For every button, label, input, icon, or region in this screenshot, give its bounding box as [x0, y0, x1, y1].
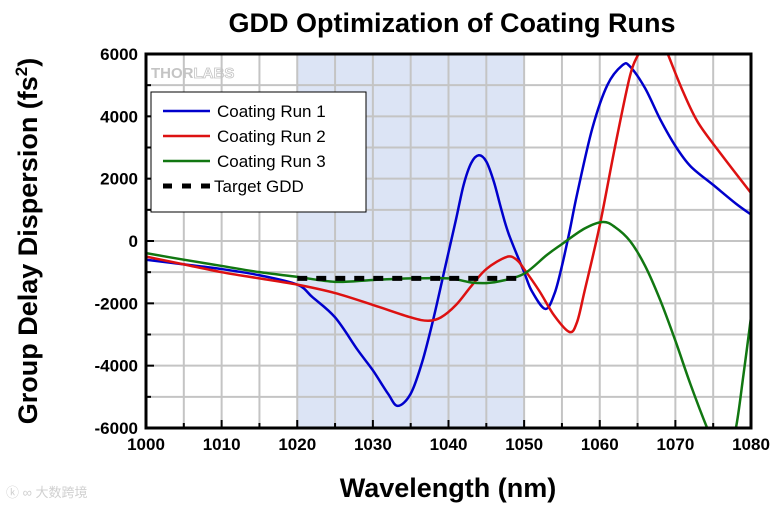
x-tick-label: 1050	[505, 435, 543, 454]
legend: Coating Run 1 Coating Run 2 Coating Run 3 T…	[150, 91, 367, 213]
y-axis-label-sup: 2	[12, 67, 31, 76]
legend-label-coating-run-2: Coating Run 2	[217, 127, 326, 146]
y-tick-label: 4000	[100, 107, 138, 126]
watermark: ⓚ ∞ 大数跨境	[6, 485, 88, 500]
tick-labels: 1000 1010 1020 1030 1040 1050 1060 1070 1080 -600…	[95, 45, 770, 454]
legend-label-coating-run-3: Coating Run 3	[217, 152, 326, 171]
axes	[144, 52, 753, 430]
y-axis-label-close: )	[13, 58, 43, 67]
x-tick-label: 1080	[732, 435, 770, 454]
x-axis-label: Wavelength (nm)	[340, 473, 557, 503]
y-tick-label: 6000	[100, 45, 138, 64]
x-tick-label: 1020	[278, 435, 316, 454]
legend-label-target-gdd: Target GDD	[214, 177, 304, 196]
watermark-text: 大数跨境	[36, 485, 88, 500]
x-tick-label: 1060	[581, 435, 619, 454]
x-tick-label: 1070	[656, 435, 694, 454]
x-tick-label: 1000	[127, 435, 165, 454]
series-line-coating-run-1	[146, 61, 751, 408]
chart-title: GDD Optimization of Coating Runs	[229, 8, 676, 38]
logo-text: THORLABS	[151, 65, 234, 82]
y-tick-label: -4000	[95, 357, 138, 376]
series-lines	[146, 54, 751, 428]
y-tick-label: -2000	[95, 294, 138, 313]
legend-label-coating-run-1: Coating Run 1	[217, 102, 326, 121]
x-tick-label: 1040	[430, 435, 468, 454]
y-axis-label: Group Delay Dispersion (fs2)	[12, 58, 43, 425]
x-tick-label: 1010	[203, 435, 241, 454]
thorlabs-logo: THORLABS	[151, 65, 235, 83]
y-tick-label: -6000	[95, 419, 138, 438]
y-axis-label-text: Group Delay Dispersion (fs	[13, 76, 43, 424]
y-tick-label: 0	[129, 232, 138, 251]
series-line-coating-run-2	[146, 54, 751, 334]
y-tick-label: 2000	[100, 170, 138, 189]
x-tick-label: 1030	[354, 435, 392, 454]
